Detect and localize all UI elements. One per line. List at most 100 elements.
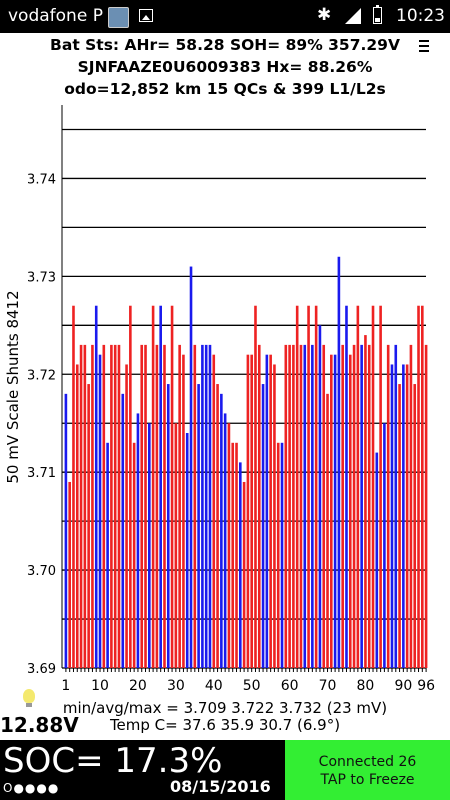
x-tick-label: 50: [243, 678, 261, 694]
cell-bar: [273, 364, 276, 668]
cell-bar: [265, 354, 269, 668]
cell-bar: [269, 354, 272, 668]
x-tick-label: 60: [281, 678, 299, 694]
cell-bar: [79, 344, 83, 668]
connected-freeze-button[interactable]: Connected 26 TAP to Freeze: [285, 740, 450, 800]
cell-bar: [242, 481, 246, 668]
cell-bar: [390, 364, 394, 668]
cell-bar: [386, 344, 390, 668]
tap-to-freeze-label: TAP to Freeze: [320, 772, 415, 788]
cell-bar: [299, 344, 303, 668]
cell-bar: [64, 393, 68, 668]
cell-bar: [110, 344, 113, 668]
cell-bar: [409, 344, 413, 668]
clock: 10:23: [396, 6, 445, 26]
y-tick-label: 3.69: [27, 662, 56, 677]
cell-voltage-chart[interactable]: 3.69 3.70 3.71 3.72 3.73 3.74 1 10 20 30 40 50 60 70…: [0, 105, 450, 725]
x-tick-label: 1: [61, 678, 70, 694]
cell-bar: [178, 344, 181, 668]
cell-bar: [193, 344, 197, 668]
cell-bar: [140, 344, 144, 668]
signal-icon: [345, 8, 361, 24]
cell-bar: [398, 384, 401, 668]
cell-bar: [166, 384, 170, 668]
bluetooth-icon: ✱: [317, 5, 332, 25]
cell-bar: [201, 344, 204, 668]
cell-bar: [170, 305, 174, 668]
cell-bar: [314, 305, 318, 668]
cell-bar: [250, 354, 253, 668]
cell-bar: [223, 413, 227, 668]
cell-bar: [311, 344, 314, 668]
carrier-name: vodafone P: [8, 6, 103, 26]
y-axis-label: 50 mV Scale Shunts 8412: [4, 290, 22, 483]
cell-bar: [117, 344, 121, 668]
cell-bar: [155, 344, 159, 668]
x-tick-label: 70: [319, 678, 337, 694]
x-tick-label: 96: [417, 678, 435, 694]
cell-bar: [125, 364, 128, 668]
cell-bar: [91, 344, 94, 668]
status-bar: vodafone P ✱ 10:23: [0, 0, 450, 33]
cell-bar: [144, 344, 147, 668]
app-notification-icon: [108, 7, 129, 28]
cell-bar: [394, 344, 398, 668]
cell-bar: [83, 344, 87, 668]
cell-bar: [212, 354, 216, 668]
cell-bar: [280, 442, 284, 668]
soc-readout: SOC= 17.3%: [3, 741, 223, 781]
cell-bar: [322, 344, 326, 668]
menu-icon[interactable]: [419, 40, 429, 55]
cell-bar: [341, 344, 344, 668]
x-tick-label: 10: [91, 678, 109, 694]
cell-bar: [182, 354, 185, 668]
cell-bar: [292, 344, 295, 668]
cell-bar: [254, 305, 257, 668]
cell-bar: [113, 344, 117, 668]
cell-bar: [326, 393, 329, 668]
cell-bar: [204, 344, 208, 668]
vin-health-line: SJNFAAZE0U6009383 Hx= 88.26%: [77, 58, 373, 76]
y-tick-label: 3.73: [27, 270, 56, 285]
cell-bar: [159, 305, 162, 668]
odometer-line: odo=12,852 km 15 QCs & 399 L1/L2s: [64, 80, 386, 98]
cell-bar: [367, 344, 371, 668]
y-tick-label: 3.71: [27, 466, 56, 481]
cell-bar: [246, 354, 250, 668]
cell-bar: [72, 305, 75, 668]
cell-bar: [235, 442, 238, 668]
cell-bar: [379, 305, 382, 668]
cell-bar: [216, 384, 219, 668]
cell-bar: [318, 325, 322, 668]
battery-icon: [373, 5, 382, 24]
cell-bar: [307, 305, 310, 668]
min-avg-max-stats: min/avg/max = 3.709 3.722 3.732 (23 mV): [62, 699, 388, 717]
cell-bar: [132, 442, 136, 668]
y-tick-label: 3.74: [27, 172, 56, 187]
cell-bar: [375, 452, 379, 668]
cell-bar: [129, 305, 132, 668]
cell-bar: [148, 423, 151, 668]
cell-bar: [288, 344, 291, 668]
cell-bar: [276, 442, 280, 668]
cell-bar: [348, 354, 352, 668]
cell-bar: [345, 305, 348, 668]
cell-bar: [402, 364, 405, 668]
cell-bar: [421, 305, 424, 668]
cell-bar: [383, 423, 386, 668]
lightbulb-icon[interactable]: [23, 689, 35, 707]
cell-bar: [360, 344, 363, 668]
cell-bar: [163, 344, 166, 668]
cell-bar: [337, 256, 341, 668]
cell-bar: [102, 344, 106, 668]
x-tick-label: 30: [167, 678, 185, 694]
cell-bar: [185, 433, 189, 668]
battery-status-line: Bat Sts: AHr= 58.28 SOH= 89% 357.29V: [50, 36, 400, 54]
x-tick-label: 40: [205, 678, 223, 694]
cell-bar: [239, 462, 242, 668]
cell-bar: [94, 305, 98, 668]
cell-bar: [295, 305, 299, 668]
x-tick-label: 90: [394, 678, 412, 694]
cell-bar: [284, 344, 288, 668]
y-tick-label: 3.72: [27, 368, 56, 383]
